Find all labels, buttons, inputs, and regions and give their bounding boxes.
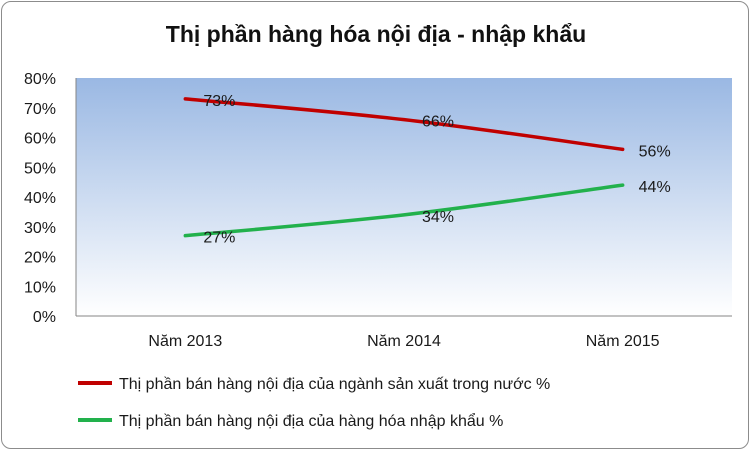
data-label: 66% [422, 114, 454, 131]
y-tick-label: 60% [24, 131, 56, 148]
legend-label-import: Thị phần bán hàng nội địa của hàng hóa n… [119, 412, 503, 430]
series-line-0 [183, 97, 625, 152]
y-tick-label: 80% [24, 71, 56, 88]
legend-label-domestic: Thị phần bán hàng nội địa của ngành sản … [119, 376, 550, 393]
plot-area [76, 78, 732, 316]
x-tick-label: Năm 2013 [148, 333, 222, 350]
data-labels: 73% 66% 56% 27% 34% 44% [203, 93, 670, 247]
data-label: 56% [639, 143, 671, 160]
chart-title: Thị phần hàng hóa nội địa - nhập khẩu [166, 21, 586, 47]
y-tick-label: 40% [24, 190, 56, 207]
y-tick-label: 50% [24, 160, 56, 177]
series-line-1 [183, 183, 625, 238]
x-tick-labels: Năm 2013 Năm 2014 Năm 2015 [148, 333, 659, 350]
y-tick-label: 70% [24, 101, 56, 118]
y-tick-label: 20% [24, 250, 56, 267]
data-label: 44% [639, 179, 671, 196]
y-tick-label: 0% [33, 309, 56, 326]
legend: Thị phần bán hàng nội địa của ngành sản … [78, 376, 550, 430]
data-label: 34% [422, 209, 454, 226]
series-lines [183, 97, 625, 238]
y-tick-label: 30% [24, 220, 56, 237]
x-tick-label: Năm 2015 [586, 333, 660, 350]
data-label: 73% [203, 93, 235, 110]
y-tick-label: 10% [24, 279, 56, 296]
x-tick-label: Năm 2014 [367, 333, 441, 350]
y-tick-labels: 0% 10% 20% 30% 40% 50% 60% 70% 80% [24, 71, 56, 326]
data-label: 27% [203, 230, 235, 247]
